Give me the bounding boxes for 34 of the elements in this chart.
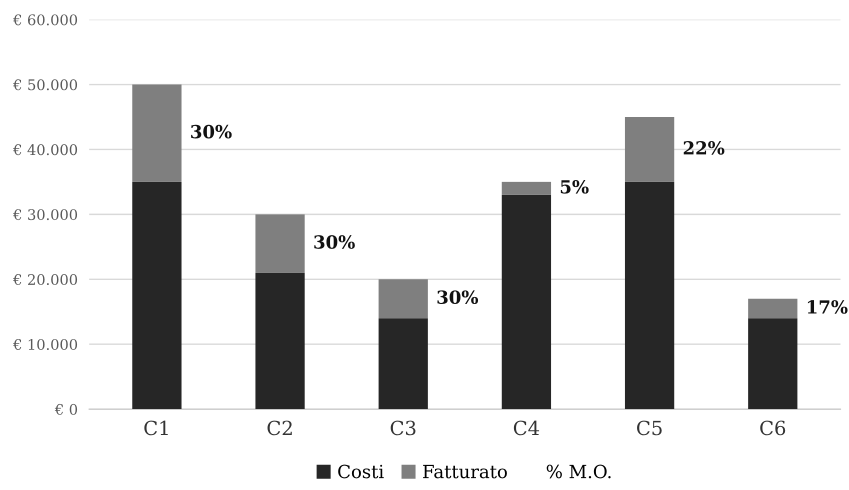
x-tick-label: C4 [514, 420, 540, 436]
bar [378, 279, 428, 318]
x-tick-label: C1 [144, 420, 168, 436]
y-tick-label: € 20.000 [13, 274, 78, 286]
annotation: 17% [808, 300, 848, 314]
bar [255, 272, 305, 410]
bar [624, 116, 674, 182]
y-tick-label: € 50.000 [13, 79, 78, 90]
annotation: 5% [560, 180, 589, 194]
bar [624, 182, 674, 410]
y-tick-label: € 10.000 [13, 338, 78, 350]
y-tick-label: € 0 [54, 404, 78, 415]
annotation: 22% [684, 141, 724, 155]
annotation: 30% [437, 290, 478, 304]
bar [748, 298, 798, 318]
legend-label: Fatturato [423, 464, 507, 478]
bar [132, 84, 182, 182]
x-tick-label: C6 [760, 420, 786, 436]
bar [502, 194, 552, 410]
bar [502, 182, 552, 195]
y-tick-label: € 30.000 [13, 209, 78, 220]
y-tick-label: € 60.000 [13, 14, 78, 26]
x-tick-label: C5 [637, 420, 662, 436]
x-tick-label: C2 [268, 420, 292, 436]
bar [748, 318, 798, 410]
text: % M.O. [546, 464, 611, 478]
bar [255, 214, 305, 273]
annotation: 30% [191, 124, 232, 138]
bar [132, 182, 182, 410]
annotation: 30% [314, 235, 355, 249]
y-tick-label: € 40.000 [13, 144, 78, 156]
x-tick-label: C3 [390, 420, 416, 436]
legend-label: Costi [338, 464, 384, 478]
bar [378, 318, 428, 410]
